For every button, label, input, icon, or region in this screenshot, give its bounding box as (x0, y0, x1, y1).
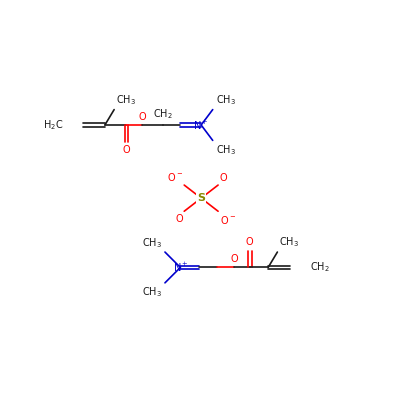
Text: S: S (197, 193, 205, 203)
Text: CH$_3$: CH$_3$ (116, 93, 136, 106)
Text: CH$_2$: CH$_2$ (153, 107, 172, 121)
Text: CH$_3$: CH$_3$ (142, 236, 162, 250)
Text: CH$_3$: CH$_3$ (142, 285, 162, 299)
Text: CH$_2$: CH$_2$ (310, 260, 330, 274)
Text: O: O (175, 214, 183, 224)
Text: CH$_3$: CH$_3$ (279, 235, 299, 249)
Text: N$^+$: N$^+$ (193, 118, 209, 132)
Text: O$^-$: O$^-$ (166, 171, 183, 183)
Text: O: O (220, 173, 227, 183)
Text: O: O (138, 112, 146, 122)
Text: N$^+$: N$^+$ (172, 261, 188, 274)
Text: O: O (230, 254, 238, 264)
Text: O$^-$: O$^-$ (220, 214, 236, 226)
Text: CH$_3$: CH$_3$ (216, 143, 236, 156)
Text: O: O (123, 145, 130, 155)
Text: H$_2$C: H$_2$C (43, 118, 63, 132)
Text: CH$_3$: CH$_3$ (216, 94, 236, 107)
Text: O: O (246, 238, 254, 248)
